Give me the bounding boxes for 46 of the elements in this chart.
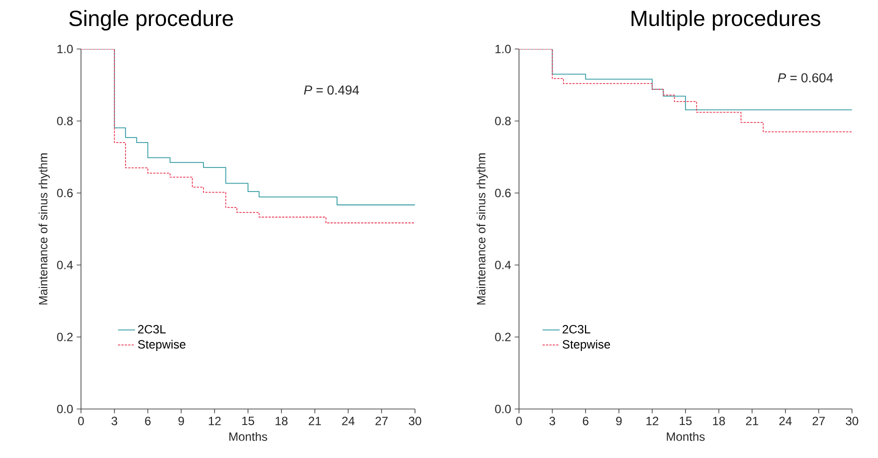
x-tick-label: 27	[376, 416, 388, 426]
y-tick-label: 0.8	[495, 116, 511, 126]
legend-label: 2C3L	[138, 324, 166, 334]
y-tick-label: 1.0	[496, 44, 511, 54]
y-tick-label: 0.6	[495, 188, 511, 198]
x-tick-label: 15	[242, 416, 254, 426]
x-tick-label: 6	[145, 416, 151, 426]
legend-label: Stepwise	[138, 340, 186, 351]
y-tick-label: 0.0	[495, 404, 511, 414]
annotation: P = 0.494	[304, 85, 360, 95]
legend-label: Stepwise	[562, 340, 610, 351]
x-tick-label: 0	[78, 416, 84, 426]
x-tick-label: 24	[779, 416, 792, 426]
x-tick-label: 12	[208, 416, 221, 426]
x-tick-label: 30	[408, 416, 422, 426]
x-tick-label: 27	[812, 416, 825, 426]
y-tick-label: 0.8	[57, 116, 73, 126]
y-tick-label: 0.4	[57, 260, 73, 270]
y-tick-label: 0.0	[57, 404, 73, 414]
x-axis-title: Months	[229, 432, 268, 441]
annotation: P = 0.604	[778, 73, 833, 82]
x-tick-label: 24	[342, 416, 354, 426]
x-tick-label: 15	[680, 416, 692, 426]
legend-label: 2C3L	[562, 324, 590, 334]
y-tick-label: 0.2	[495, 332, 511, 342]
x-tick-label: 3	[112, 416, 118, 426]
chart-title: Multiple procedures	[632, 10, 820, 30]
y-tick-label: 0.4	[495, 260, 511, 270]
x-tick-label: 18	[276, 416, 288, 426]
x-tick-label: 30	[846, 416, 858, 426]
x-tick-label: 9	[616, 416, 622, 426]
chart-title: Single procedure	[69, 10, 233, 30]
x-tick-label: 0	[516, 416, 522, 426]
y-tick-label: 1.0	[58, 44, 73, 54]
x-axis-title: Months	[666, 432, 705, 441]
x-tick-label: 6	[582, 416, 588, 426]
x-tick-label: 18	[713, 416, 725, 426]
x-tick-label: 12	[646, 416, 658, 426]
y-axis-title: Maintenance of sinus rhythm	[476, 153, 488, 304]
y-tick-label: 0.2	[57, 332, 73, 342]
y-tick-label: 0.6	[57, 188, 73, 198]
x-tick-label: 3	[549, 416, 556, 426]
x-tick-label: 21	[308, 416, 321, 426]
x-tick-label: 21	[746, 416, 758, 426]
y-axis-title: Maintenance of sinus rhythm	[38, 153, 50, 304]
x-tick-label: 9	[178, 416, 184, 426]
